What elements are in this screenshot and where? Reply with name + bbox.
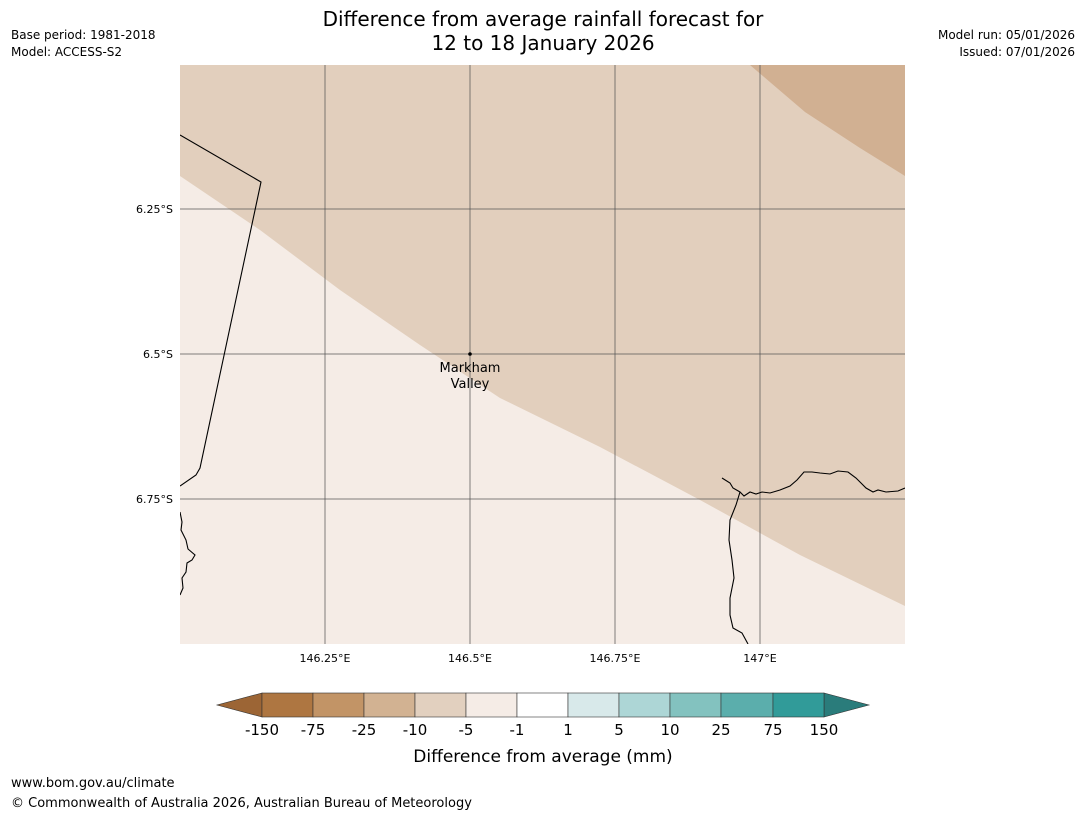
- colorbar-under-arrow: [215, 692, 263, 718]
- base-period: Base period: 1981-2018: [11, 28, 156, 42]
- colorbar-swatch: [516, 692, 569, 718]
- map-title: Difference from average rainfall forecas…: [243, 7, 843, 55]
- region-minus10-to-minus5: [750, 65, 905, 176]
- colorbar-swatch: [618, 692, 671, 718]
- colorbar-tick-label: -25: [352, 721, 377, 739]
- title-line-2: 12 to 18 January 2026: [431, 31, 655, 55]
- place-label-line2: Valley: [451, 377, 490, 392]
- footer-url[interactable]: www.bom.gov.au/climate: [11, 776, 175, 791]
- gridlines: [180, 65, 905, 644]
- model-name: Model: ACCESS-S2: [11, 45, 123, 59]
- colorbar-tick-label: 75: [763, 721, 782, 739]
- colorbar-tick-label: 5: [614, 721, 624, 739]
- lon-label-146-25e: 146.25°E: [300, 652, 351, 665]
- colorbar-tick-label: -150: [245, 721, 279, 739]
- footer-copyright: © Commonwealth of Australia 2026, Austra…: [11, 796, 472, 811]
- colorbar-swatch: [261, 692, 314, 718]
- lat-label-6-75s: 6.75°S: [136, 493, 173, 506]
- place-label-line1: Markham: [440, 361, 501, 376]
- meta-left: Base period: 1981-2018 Model: ACCESS-S2: [11, 27, 156, 61]
- lon-label-147e: 147°E: [743, 652, 776, 665]
- region-minus5-to-minus1: [180, 65, 905, 606]
- lat-label-6-25s: 6.25°S: [136, 203, 173, 216]
- colorbar-tick-label: -10: [403, 721, 428, 739]
- meta-right: Model run: 05/01/2026 Issued: 07/01/2026: [938, 27, 1075, 61]
- colorbar: -150 -75 -25 -10 -5 -1 1 5 10 25 75 150 …: [215, 692, 871, 767]
- title-line-1: Difference from average rainfall forecas…: [322, 7, 764, 31]
- lon-label-146-75e: 146.75°E: [590, 652, 641, 665]
- map-area: Markham Valley: [180, 65, 905, 644]
- colorbar-tick-label: -5: [459, 721, 474, 739]
- lon-label-146-5e: 146.5°E: [448, 652, 492, 665]
- colorbar-swatch: [669, 692, 722, 718]
- markham-valley-marker: [468, 352, 472, 356]
- colorbar-tick-label: 1: [563, 721, 573, 739]
- coastline-huon-gulf: [721, 470, 905, 497]
- lat-label-6-5s: 6.5°S: [143, 348, 173, 361]
- colorbar-swatch: [720, 692, 774, 718]
- boundaries: [180, 134, 905, 644]
- colorbar-tick-label: 25: [711, 721, 730, 739]
- river-markham: [728, 491, 749, 644]
- model-run: Model run: 05/01/2026: [937, 28, 1075, 42]
- province-boundary: [180, 134, 262, 487]
- colorbar-over-arrow: [823, 692, 871, 718]
- colorbar-swatch: [312, 692, 365, 718]
- colorbar-swatch: [414, 692, 467, 718]
- colorbar-swatch: [772, 692, 825, 718]
- colorbar-tick-label: -75: [301, 721, 326, 739]
- colorbar-tick-label: -1: [510, 721, 525, 739]
- colorbar-swatch: [567, 692, 620, 718]
- colorbar-title: Difference from average (mm): [413, 747, 672, 767]
- issued-date: Issued: 07/01/2026: [959, 45, 1075, 59]
- colorbar-tick-label: 150: [810, 721, 839, 739]
- colorbar-swatch: [465, 692, 518, 718]
- colorbar-tick-label: 10: [660, 721, 679, 739]
- coastline-west: [180, 511, 196, 596]
- colorbar-swatch: [363, 692, 416, 718]
